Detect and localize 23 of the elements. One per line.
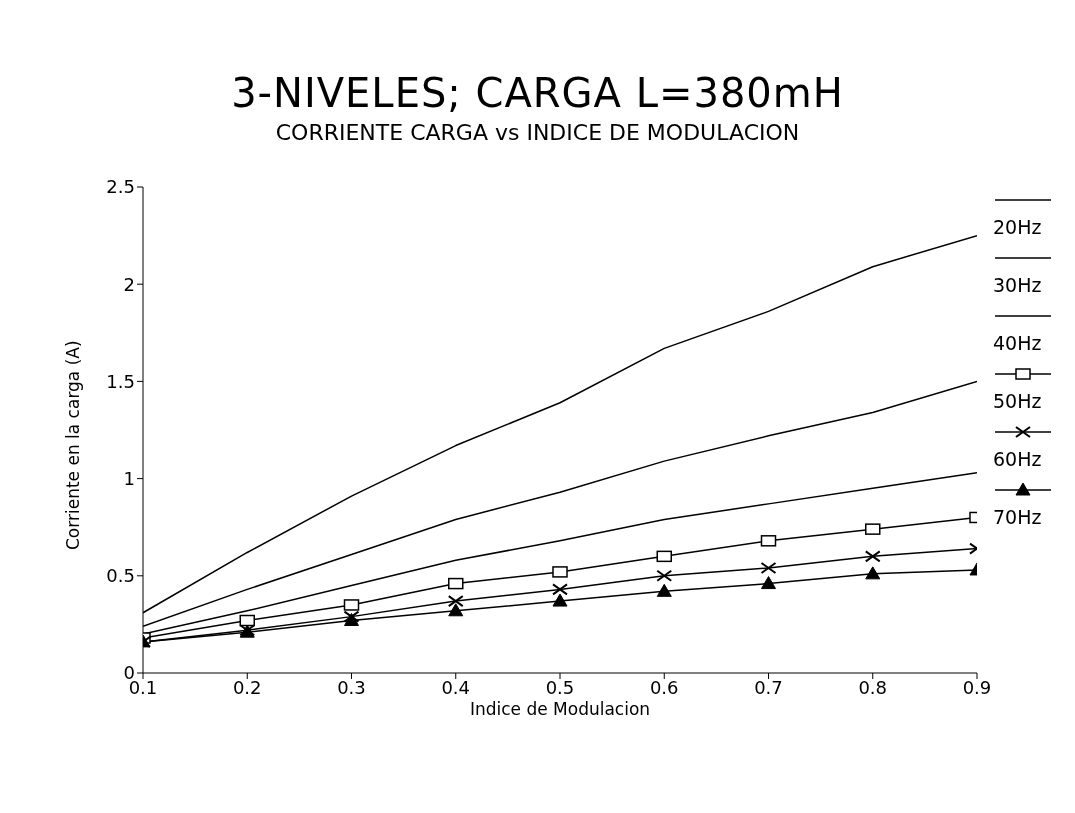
x-axis-title: Indice de Modulacion xyxy=(469,699,651,720)
x-tick-label: 0.4 xyxy=(441,676,471,698)
y-tick-label: 2.5 xyxy=(106,176,135,198)
chart-subtitle: CORRIENTE CARGA vs INDICE DE MODULACION xyxy=(274,120,801,145)
chart-title: 3-NIVELES; CARGA L=380mH xyxy=(230,70,845,116)
y-tick-label: 1.5 xyxy=(106,370,135,392)
legend-label: 20Hz xyxy=(993,216,1043,238)
x-tick-label: 0.2 xyxy=(232,676,262,698)
x-tick-label: 0.7 xyxy=(754,676,783,698)
legend-label: 40Hz xyxy=(993,332,1043,354)
y-axis-title: Corriente en la carga (A) xyxy=(63,340,84,550)
x-tick-label: 0.6 xyxy=(649,676,679,698)
x-tick-label: 0.9 xyxy=(962,676,992,698)
y-tick-label: 0.5 xyxy=(106,565,135,587)
x-tick-label: 0.3 xyxy=(337,676,366,698)
y-tick-label: 1 xyxy=(123,467,135,489)
x-tick-label: 0.8 xyxy=(858,676,888,698)
x-tick-label: 0.5 xyxy=(545,676,575,698)
legend-label: 50Hz xyxy=(993,390,1043,412)
legend-label: 60Hz xyxy=(993,448,1043,470)
y-tick-label: 2 xyxy=(123,273,135,295)
legend-label: 30Hz xyxy=(993,274,1043,296)
legend-label: 70Hz xyxy=(993,506,1043,528)
